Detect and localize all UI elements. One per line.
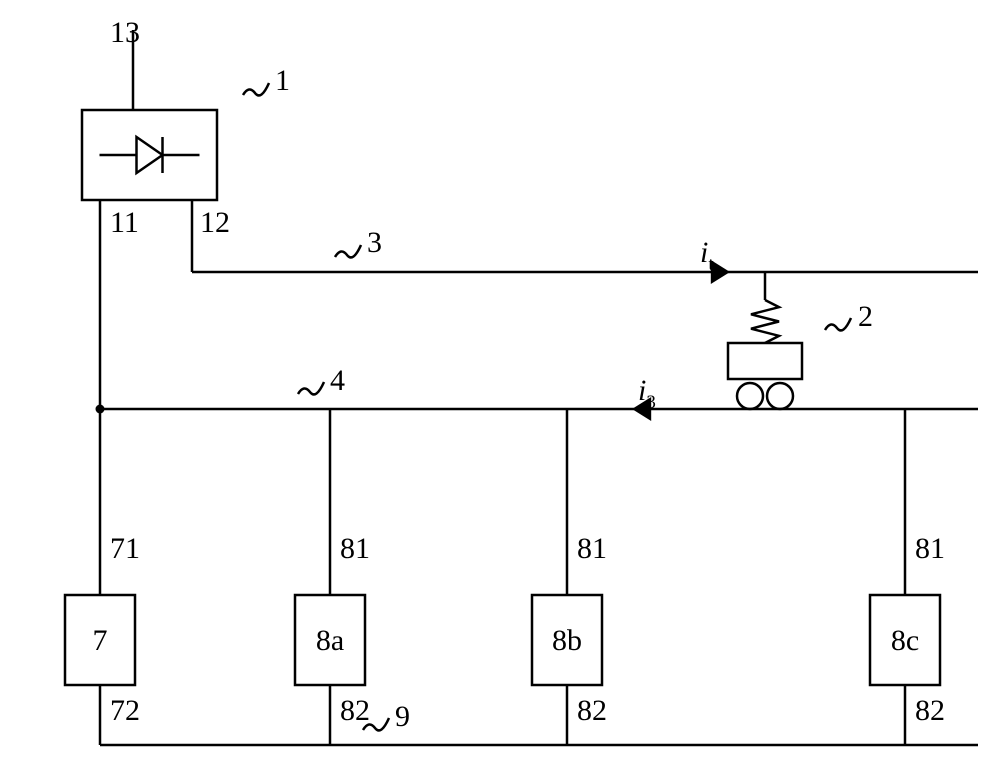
block-8b-label: 8b — [552, 624, 582, 657]
label-it: it — [700, 236, 714, 275]
label-11: 11 — [110, 206, 139, 239]
label-81c: 81 — [915, 532, 945, 565]
label-1: 1 — [275, 64, 290, 97]
circuit-diagram: 78a8b8c13111123it24i371818181728282829 — [0, 0, 1000, 778]
label-81a: 81 — [340, 532, 370, 565]
block-8c-label: 8c — [891, 624, 919, 657]
label-13: 13 — [110, 16, 140, 49]
label-82b: 82 — [577, 694, 607, 727]
label-81b: 81 — [577, 532, 607, 565]
block-7-label: 7 — [93, 624, 108, 657]
block-8a-label: 8a — [316, 624, 344, 657]
label-82c: 82 — [915, 694, 945, 727]
label-12: 12 — [200, 206, 230, 239]
label-9: 9 — [395, 700, 410, 733]
label-2: 2 — [858, 300, 873, 333]
label-71: 71 — [110, 532, 140, 565]
label-3: 3 — [367, 226, 382, 259]
label-4: 4 — [330, 364, 345, 397]
cart-body — [728, 343, 802, 379]
label-82a: 82 — [340, 694, 370, 727]
label-72: 72 — [110, 694, 140, 727]
